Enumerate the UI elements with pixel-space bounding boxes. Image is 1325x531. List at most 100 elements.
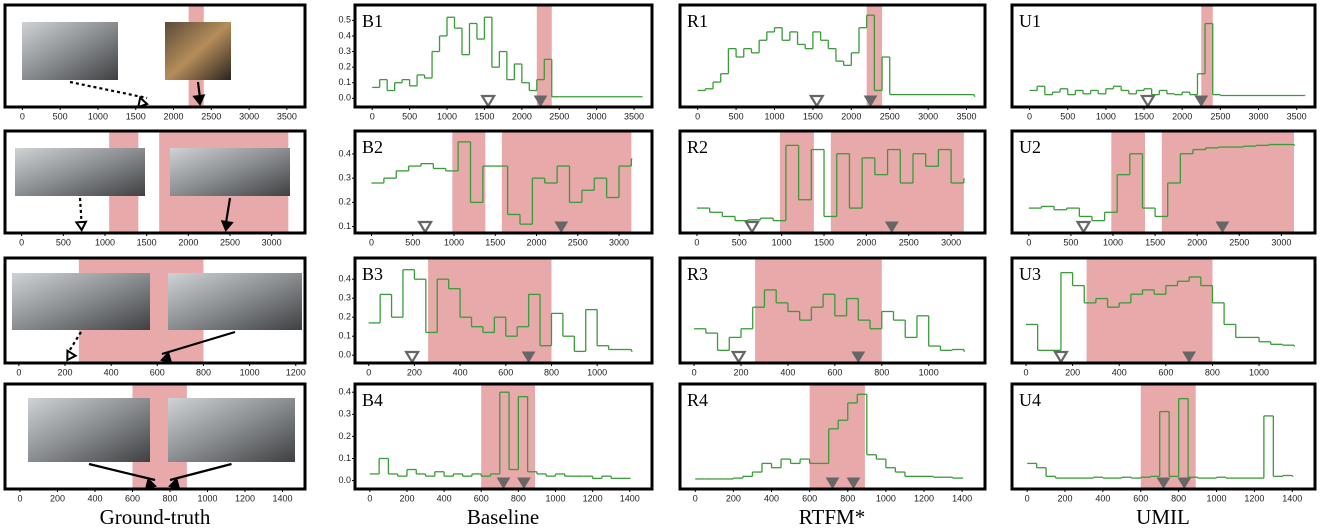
x-tick-label: 2500	[1229, 237, 1249, 247]
x-tick-label: 600	[150, 367, 165, 377]
video-frame	[28, 398, 150, 462]
arrow	[224, 197, 232, 225]
x-tick-label: 2000	[163, 111, 183, 121]
x-tick-label: 600	[1133, 493, 1148, 503]
x-tick-label: 1400	[952, 493, 972, 503]
x-tick-label: 1400	[272, 493, 292, 503]
frame-marker	[1075, 220, 1092, 235]
x-tick-label: 2500	[201, 111, 221, 121]
x-tick-label: 1000	[1249, 367, 1269, 377]
x-tick-label: 2000	[526, 237, 546, 247]
x-tick-label: 500	[732, 237, 747, 247]
x-tick-label: 400	[780, 367, 795, 377]
x-tick-label: 3000	[941, 237, 961, 247]
panel-frame	[3, 382, 307, 491]
anomaly-region	[1140, 384, 1196, 489]
x-tick-label: 600	[498, 367, 513, 377]
x-tick-label: 1500	[1134, 111, 1154, 121]
x-tick-label: 0	[366, 367, 371, 377]
panel-label: U4	[1019, 390, 1041, 410]
x-tick-label: 200	[50, 493, 65, 503]
x-tick-label: 400	[437, 493, 452, 503]
x-tick-label: 1000	[197, 493, 217, 503]
video-frame	[170, 148, 290, 196]
x-tick-label: 1500	[137, 237, 157, 247]
x-tick-label: 2000	[512, 111, 532, 121]
frame-marker	[851, 351, 866, 363]
x-tick-label: 0	[695, 111, 700, 121]
x-tick-label: 3500	[1287, 111, 1307, 121]
arrow	[78, 197, 83, 225]
x-tick-label: 1000	[876, 493, 896, 503]
anomaly-region	[536, 5, 552, 107]
video-frame	[168, 398, 295, 462]
frame-marker	[863, 95, 878, 107]
y-tick-label: 0.3	[338, 173, 351, 183]
video-frame	[22, 22, 118, 80]
x-tick-label: 0	[16, 367, 21, 377]
y-tick-label: 0.4	[338, 148, 351, 158]
frame-marker	[160, 351, 173, 364]
y-tick-label: 0.1	[338, 453, 351, 463]
panel-label: U2	[1019, 137, 1041, 157]
frame-marker	[1182, 351, 1197, 363]
x-tick-label: 2500	[220, 237, 240, 247]
video-frame	[15, 148, 145, 196]
frame-marker	[825, 477, 840, 489]
x-tick-label: 600	[802, 493, 817, 503]
panel-frame	[1010, 129, 1317, 235]
panel-label: R4	[687, 390, 708, 410]
x-tick-label: 3000	[239, 111, 259, 121]
frame-marker	[884, 221, 899, 233]
x-tick-label: 2500	[880, 111, 900, 121]
column-title: Ground-truth	[100, 505, 211, 529]
panel-frame	[3, 256, 307, 365]
frame-marker	[220, 220, 234, 232]
frame-marker	[480, 94, 497, 109]
x-tick-label: 0	[693, 493, 698, 503]
x-tick-label: 1200	[914, 493, 934, 503]
frame-marker	[1194, 95, 1209, 107]
arrow	[169, 462, 232, 482]
panel-frame	[678, 3, 987, 109]
x-tick-label: 400	[104, 367, 119, 377]
x-tick-label: 600	[827, 367, 842, 377]
x-tick-label: 400	[1095, 493, 1110, 503]
x-tick-label: 1500	[803, 111, 823, 121]
x-tick-label: 1000	[772, 237, 792, 247]
frame-marker	[66, 348, 78, 362]
anomaly-region	[501, 131, 632, 233]
video-frame	[168, 273, 302, 330]
x-tick-label: 1200	[235, 493, 255, 503]
x-tick-label: 3500	[957, 111, 977, 121]
x-tick-label: 3500	[624, 111, 644, 121]
x-tick-label: 2500	[899, 237, 919, 247]
x-tick-label: 800	[511, 493, 526, 503]
x-tick-label: 3000	[1271, 237, 1291, 247]
x-tick-label: 1400	[620, 493, 640, 503]
frame-marker	[192, 94, 206, 106]
x-tick-label: 800	[1205, 367, 1220, 377]
frame-marker	[496, 477, 511, 489]
x-tick-label: 200	[407, 367, 422, 377]
frame-marker	[808, 94, 825, 109]
y-tick-label: 0.4	[338, 30, 351, 40]
x-tick-label: 3000	[587, 111, 607, 121]
anomaly-region	[779, 131, 814, 233]
x-tick-label: 200	[733, 367, 748, 377]
x-tick-label: 800	[1171, 493, 1186, 503]
x-tick-label: 1000	[240, 367, 260, 377]
x-tick-label: 500	[1063, 237, 1078, 247]
panel-frame	[353, 382, 654, 491]
panel-frame	[353, 256, 654, 365]
y-tick-label: 0.2	[338, 197, 351, 207]
x-tick-label: 800	[162, 493, 177, 503]
x-tick-label: 0	[692, 367, 697, 377]
x-tick-label: 600	[125, 493, 140, 503]
y-tick-label: 0.2	[338, 431, 351, 441]
x-tick-label: 1000	[444, 237, 464, 247]
arrow	[88, 462, 156, 482]
x-tick-label: 0	[19, 237, 24, 247]
x-tick-label: 1000	[1096, 111, 1116, 121]
x-tick-label: 500	[56, 237, 71, 247]
